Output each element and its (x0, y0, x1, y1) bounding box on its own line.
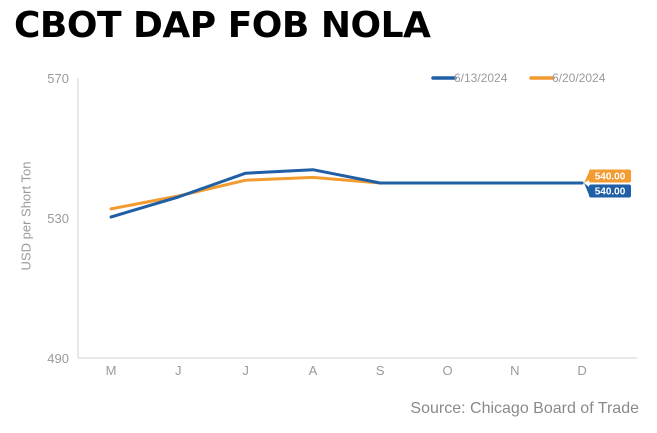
y-tick-label: 570 (47, 71, 69, 86)
end-label-pointer (584, 183, 589, 195)
x-tick-label: O (442, 363, 452, 378)
legend-label: 6/20/2024 (552, 71, 606, 85)
y-tick-label: 530 (47, 211, 69, 226)
source-note: Source: Chicago Board of Trade (410, 400, 639, 417)
x-tick-label: J (242, 363, 249, 378)
end-value-label: 540.00 (595, 187, 626, 198)
end-value-label: 540.00 (595, 172, 626, 183)
x-tick-label: D (577, 363, 586, 378)
x-tick-label: M (106, 363, 117, 378)
x-tick-label: N (510, 363, 519, 378)
y-tick-label: 490 (47, 351, 69, 366)
x-tick-label: A (309, 363, 318, 378)
x-tick-label: J (175, 363, 182, 378)
x-tick-label: S (376, 363, 385, 378)
end-label-badge (589, 169, 631, 183)
legend-label: 6/13/2024 (454, 71, 508, 85)
end-label-badge (589, 184, 631, 198)
series-line (109, 168, 584, 219)
end-label-pointer (584, 172, 589, 183)
chart-title: CBOT DAP FOB NOLA (14, 5, 431, 46)
